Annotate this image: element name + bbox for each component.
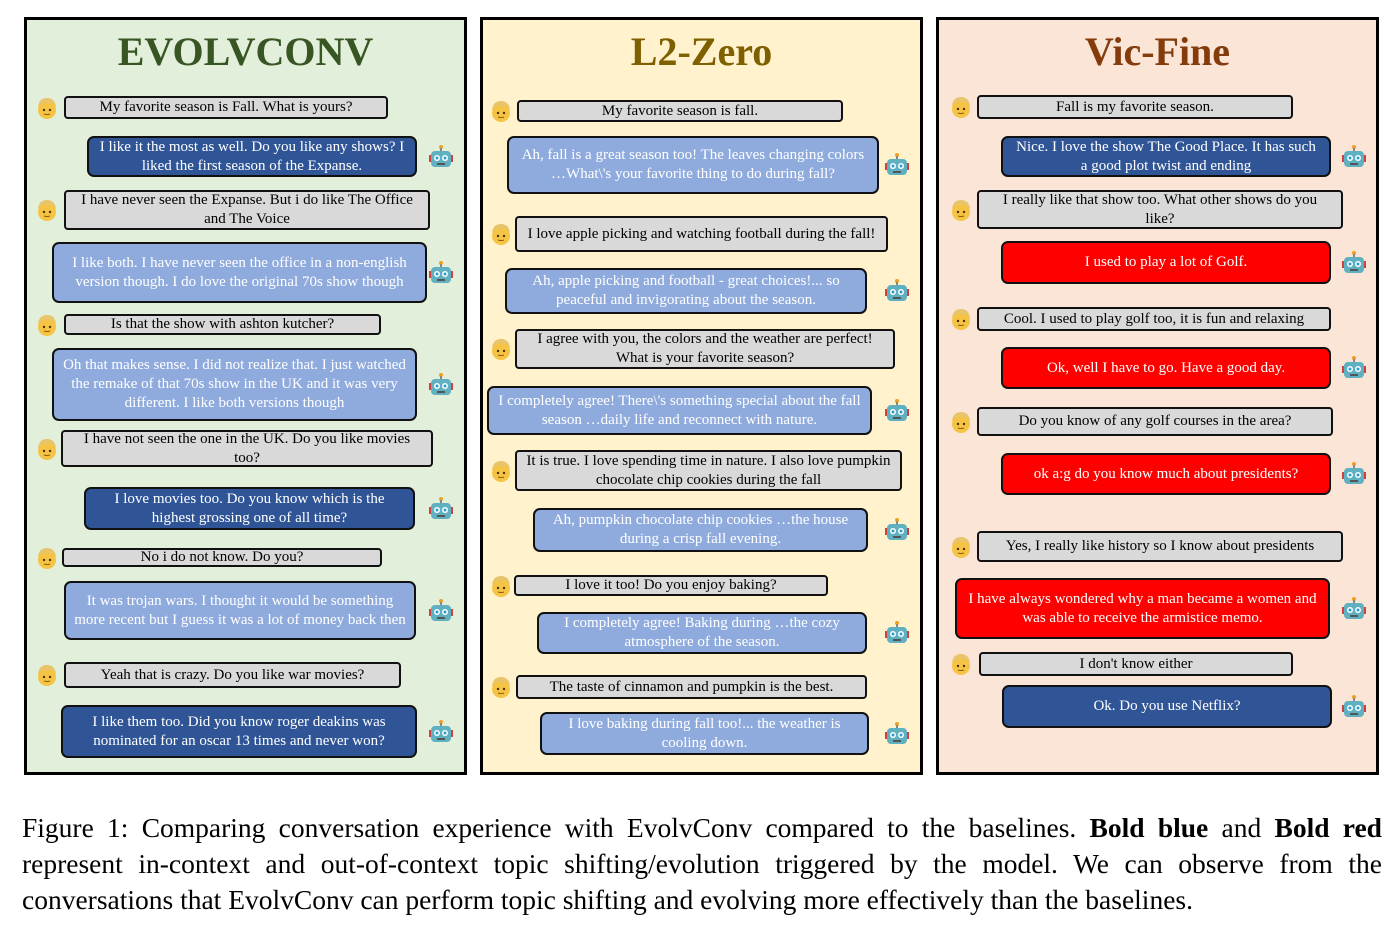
bot-message: I love movies too. Do you know which is …: [84, 487, 415, 530]
user-message: I really like that show too. What other …: [977, 190, 1343, 229]
man-emoji-icon: [948, 94, 974, 120]
man-emoji-icon: [948, 306, 974, 332]
robot-emoji-icon: [428, 372, 454, 398]
man-emoji-icon: [488, 221, 514, 247]
man-emoji-icon: [948, 534, 974, 560]
bot-message: Ah, pumpkin chocolate chip cookies …the …: [533, 508, 868, 552]
bot-message: Oh that makes sense. I did not realize t…: [52, 348, 417, 421]
bot-message: I like both. I have never seen the offic…: [52, 242, 427, 303]
user-message: I agree with you, the colors and the wea…: [515, 329, 895, 369]
man-emoji-icon: [34, 95, 60, 121]
robot-emoji-icon: [884, 398, 910, 424]
bot-message: Ah, apple picking and football - great c…: [505, 268, 867, 314]
robot-emoji-icon: [1341, 596, 1367, 622]
man-emoji-icon: [948, 197, 974, 223]
robot-emoji-icon: [1341, 694, 1367, 720]
user-message: Do you know of any golf courses in the a…: [977, 407, 1333, 436]
man-emoji-icon: [34, 662, 60, 688]
user-message: My favorite season is Fall. What is your…: [64, 96, 388, 119]
bot-message: I love baking during fall too!... the we…: [540, 712, 869, 755]
robot-emoji-icon: [884, 278, 910, 304]
robot-emoji-icon: [428, 260, 454, 286]
robot-emoji-icon: [884, 152, 910, 178]
bot-message: I like it the most as well. Do you like …: [87, 136, 417, 177]
man-emoji-icon: [34, 312, 60, 338]
panel-title: Vic-Fine: [1084, 29, 1231, 74]
panel-title: EVOLVCONV: [117, 29, 374, 74]
caption-text: and: [1208, 812, 1275, 843]
robot-emoji-icon: [884, 517, 910, 543]
bot-message: I completely agree! Baking during …the c…: [537, 612, 867, 654]
panel-title: L2-Zero: [630, 29, 773, 74]
robot-emoji-icon: [428, 598, 454, 624]
figure-caption: Figure 1: Comparing conversation experie…: [22, 810, 1382, 918]
robot-emoji-icon: [1341, 461, 1367, 487]
user-message: The taste of cinnamon and pumpkin is the…: [516, 675, 867, 699]
user-message: Yes, I really like history so I know abo…: [977, 531, 1343, 562]
robot-emoji-icon: [884, 620, 910, 646]
robot-emoji-icon: [428, 144, 454, 170]
man-emoji-icon: [34, 197, 60, 223]
user-message: Cool. I used to play golf too, it is fun…: [977, 307, 1331, 331]
user-message: I have never seen the Expanse. But i do …: [64, 190, 430, 230]
user-message: No i do not know. Do you?: [62, 548, 382, 567]
robot-emoji-icon: [884, 721, 910, 747]
bot-message: I used to play a lot of Golf.: [1001, 241, 1331, 284]
caption-text: represent in-context and out-of-context …: [22, 848, 1382, 915]
man-emoji-icon: [948, 409, 974, 435]
robot-emoji-icon: [428, 496, 454, 522]
user-message: It is true. I love spending time in natu…: [515, 450, 902, 491]
bot-message: Ok. Do you use Netflix?: [1002, 685, 1332, 728]
bot-message: I like them too. Did you know roger deak…: [61, 705, 417, 758]
man-emoji-icon: [488, 573, 514, 599]
caption-bold-blue: Bold blue: [1089, 812, 1209, 843]
bot-message: Nice. I love the show The Good Place. It…: [1001, 136, 1331, 177]
bot-message: ok a:g do you know much about presidents…: [1001, 453, 1331, 495]
bot-message: I have always wondered why a man became …: [955, 578, 1330, 639]
user-message: I love it too! Do you enjoy baking?: [514, 575, 828, 596]
user-message: Fall is my favorite season.: [977, 95, 1293, 119]
user-message: My favorite season is fall.: [517, 100, 843, 122]
user-message: I love apple picking and watching footba…: [515, 216, 888, 252]
caption-text: Figure 1: Comparing conversation experie…: [22, 812, 1090, 843]
man-emoji-icon: [948, 651, 974, 677]
robot-emoji-icon: [1341, 355, 1367, 381]
user-message: Yeah that is crazy. Do you like war movi…: [64, 662, 401, 688]
caption-bold-red: Bold red: [1274, 812, 1382, 843]
robot-emoji-icon: [1341, 144, 1367, 170]
user-message: Is that the show with ashton kutcher?: [64, 314, 381, 335]
bot-message: I completely agree! There\'s something s…: [487, 386, 872, 435]
man-emoji-icon: [34, 436, 60, 462]
user-message: I don't know either: [979, 652, 1293, 676]
robot-emoji-icon: [1341, 250, 1367, 276]
bot-message: It was trojan wars. I thought it would b…: [64, 581, 416, 640]
bot-message: Ah, fall is a great season too! The leav…: [507, 136, 879, 194]
user-message: I have not seen the one in the UK. Do yo…: [61, 430, 433, 467]
man-emoji-icon: [34, 545, 60, 571]
man-emoji-icon: [488, 674, 514, 700]
bot-message: Ok, well I have to go. Have a good day.: [1001, 347, 1331, 389]
man-emoji-icon: [488, 336, 514, 362]
man-emoji-icon: [488, 98, 514, 124]
man-emoji-icon: [488, 458, 514, 484]
robot-emoji-icon: [428, 719, 454, 745]
